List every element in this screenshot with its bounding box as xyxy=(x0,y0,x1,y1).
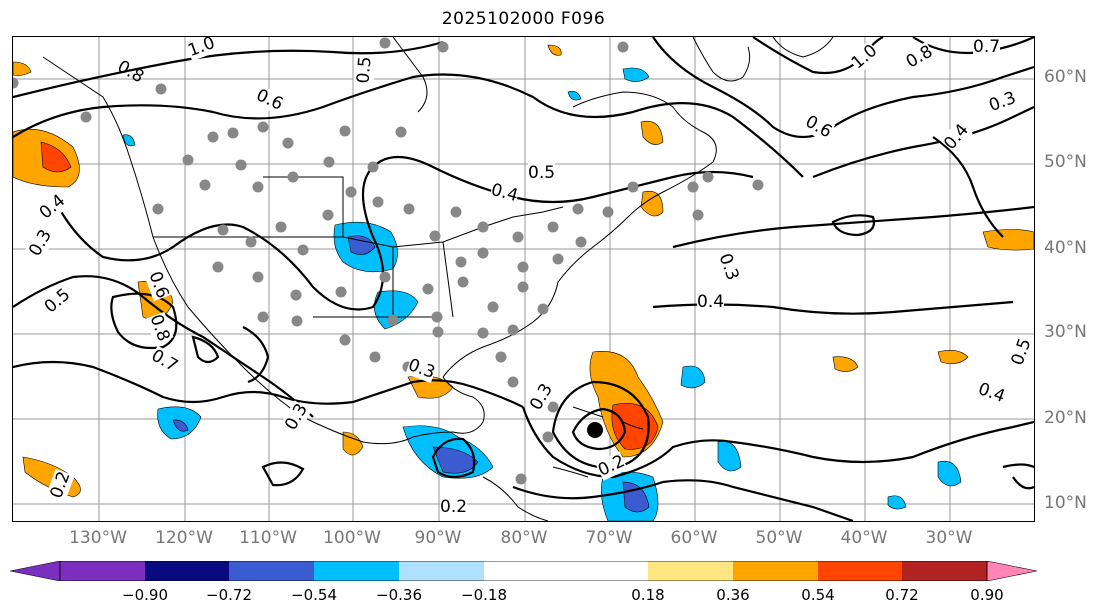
colorbar-extend-high xyxy=(986,561,1037,581)
lon-label: 110°W xyxy=(239,528,297,548)
positive-anomaly-patch xyxy=(547,44,562,56)
colorbar-tick: 0.18 xyxy=(631,586,665,604)
lat-label-20n: 20°N xyxy=(1044,408,1087,428)
colorbar-tick: 0.54 xyxy=(801,586,835,604)
colorbar-tick: −0.18 xyxy=(461,586,507,604)
observation-dots xyxy=(13,37,764,485)
map-title: 2025102000 F096 xyxy=(441,9,606,29)
lon-label: 50°W xyxy=(755,528,803,548)
lon-label: 100°W xyxy=(323,528,381,548)
contour-label: 0.5 xyxy=(353,55,376,85)
colorbar-cell xyxy=(229,561,314,581)
lon-label: 40°W xyxy=(840,528,888,548)
positive-anomaly-patch xyxy=(342,431,364,456)
colorbar-tick: −0.36 xyxy=(376,586,422,604)
lon-label: 60°W xyxy=(670,528,718,548)
negative-anomaly-patch xyxy=(622,67,650,82)
colorbar-tick: 0.90 xyxy=(970,586,1004,604)
lat-label-30n: 30°N xyxy=(1044,322,1087,342)
negative-anomaly-patch xyxy=(680,365,706,389)
colorbar-cell xyxy=(60,561,145,581)
contour-label: 0.7 xyxy=(973,37,1001,57)
negative-anomaly-patch xyxy=(432,446,479,474)
colorbar-cell xyxy=(902,561,987,581)
negative-anomaly-patch xyxy=(172,419,189,432)
negative-anomaly-patch xyxy=(622,481,650,513)
colorbar-tick: 0.36 xyxy=(716,586,750,604)
lon-label: 90°W xyxy=(414,528,462,548)
negative-anomaly-patch xyxy=(717,440,742,472)
positive-anomaly-patch xyxy=(640,190,664,217)
negative-anomaly-patch xyxy=(887,495,907,510)
colorbar-tick: −0.54 xyxy=(291,586,337,604)
colorbar-cell xyxy=(399,561,484,581)
colorbar-cell xyxy=(484,561,648,581)
lat-label-40n: 40°N xyxy=(1044,238,1087,258)
lon-label: 30°W xyxy=(925,528,973,548)
contour-label: 0.4 xyxy=(697,292,725,312)
negative-anomaly-patch xyxy=(347,235,376,255)
colorbar-cell xyxy=(648,561,733,581)
colorbar-cell xyxy=(145,561,229,581)
colorbar-cell xyxy=(314,561,399,581)
contour-label: 0.5 xyxy=(528,163,556,183)
colorbar-tick: 0.72 xyxy=(885,586,919,604)
colorbar-cell xyxy=(733,561,818,581)
positive-anomaly-patch xyxy=(937,350,969,364)
positive-anomaly-patch xyxy=(832,356,859,372)
lon-label: 130°W xyxy=(69,528,127,548)
lat-label-50n: 50°N xyxy=(1044,152,1087,172)
colorbar xyxy=(10,561,1037,581)
positive-anomaly-patch xyxy=(982,229,1034,251)
lat-label-60n: 60°N xyxy=(1044,67,1087,87)
negative-anomaly-patch xyxy=(373,290,419,330)
negative-anomaly-patch xyxy=(567,91,582,101)
lon-label: 120°W xyxy=(155,528,213,548)
positive-anomaly-patch xyxy=(13,61,32,76)
negative-anomaly-patch xyxy=(122,134,136,147)
storm-center-marker xyxy=(587,422,603,438)
negative-anomaly-patch xyxy=(937,460,962,487)
colorbar-cell xyxy=(818,561,902,581)
lat-lon-grid xyxy=(13,37,1034,521)
colorbar-tick: −0.72 xyxy=(206,586,252,604)
colorbar-extend-low xyxy=(10,561,61,581)
coastlines xyxy=(42,37,834,521)
positive-anomaly-patch xyxy=(40,141,72,173)
positive-anomaly-patch xyxy=(640,120,664,145)
lon-label: 70°W xyxy=(585,528,633,548)
lat-label-10n: 10°N xyxy=(1044,493,1087,513)
map-panel: 1.0 1.0 0.8 0.8 0.8 0.7 0.7 0.6 0.6 0.6 … xyxy=(12,36,1035,522)
contour-label: 0.2 xyxy=(440,497,468,517)
colorbar-tick: −0.90 xyxy=(122,586,168,604)
lon-label: 80°W xyxy=(500,528,548,548)
